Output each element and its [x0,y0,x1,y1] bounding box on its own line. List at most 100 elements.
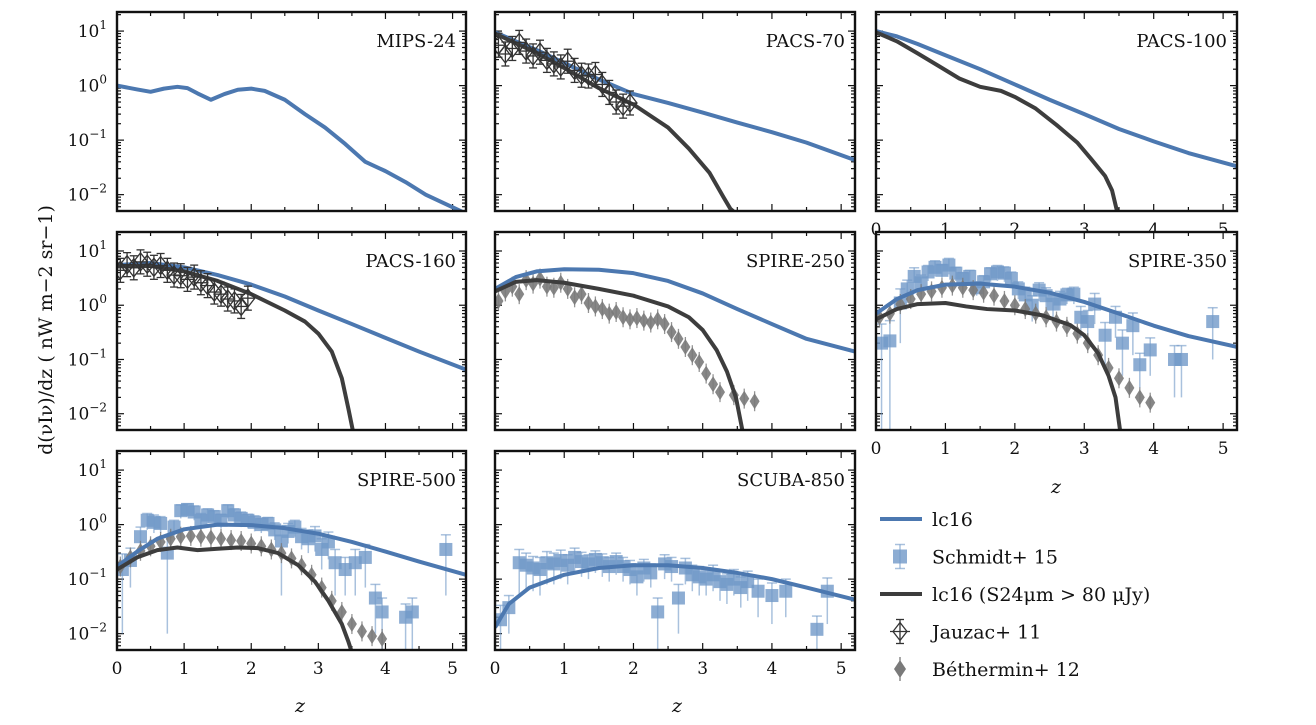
bethermin-marker [590,298,601,315]
jauzac-marker [580,65,597,87]
bethermin-point [346,614,357,635]
bethermin-point [694,351,705,372]
jauzac-marker [186,267,203,288]
bethermin-marker [715,384,725,401]
jauzac-point [240,285,256,311]
bethermin-marker [739,390,750,407]
bethermin-point [739,388,750,409]
schmidt-marker [375,605,389,619]
y-tick-exponent: −2 [89,401,107,415]
jauzac-point [206,279,223,305]
jauzac-point [152,252,169,279]
panel-pacs-100: PACS-100 0 1 2 3 4 5 [871,10,1239,240]
bethermin-point [1113,368,1124,389]
schmidt-point [1143,337,1157,376]
x-tick-label: 4 [1148,220,1159,240]
bethermin-marker [680,338,691,355]
schmidt-marker [338,563,352,577]
x-axis-title-col2: z [671,695,683,717]
bethermin-marker [687,347,698,364]
jauzac-point [226,288,243,314]
bethermin-point [618,307,629,328]
y-tick-base: 10 [78,242,100,262]
schmidt-marker [651,605,665,619]
bethermin-marker [708,376,719,393]
bethermin-point [377,628,388,649]
panel-title: SPIRE-250 [746,251,845,272]
panel-background [876,12,1237,211]
bethermin-point [356,621,367,642]
y-tick-label: 100 [78,73,107,97]
y-tick-base: 10 [68,405,90,425]
jauzac-marker [573,65,590,86]
y-tick-label: 101 [78,457,107,481]
panel-frame [493,230,857,432]
lc16-cut-line [117,545,354,650]
bethermin-point [195,526,206,547]
bethermin-marker [1113,370,1124,387]
legend-entry-bethermin: Béthermin+ 12 [894,657,1080,681]
schmidt-marker [741,575,755,589]
schmidt-point [1174,344,1188,398]
panel-background [495,12,855,211]
schmidt-marker [1206,315,1220,329]
bethermin-point [749,391,760,412]
schmidt-point [1133,352,1147,388]
x-tick-label: 0 [871,220,882,240]
panel-frame [115,449,468,652]
schmidt-marker [405,605,419,619]
bethermin-marker [618,309,629,326]
bethermin-marker [226,532,237,549]
lc16-cut-line [876,300,1123,430]
x-axis-title-col1: z [294,695,306,717]
x-tick-label: 5 [836,659,847,679]
plot-area [876,29,1237,211]
schmidt-marker [358,550,372,564]
x-tick-label: 3 [1079,439,1090,459]
bethermin-marker [673,330,684,347]
jauzac-marker [240,288,256,309]
bethermin-marker [377,630,388,647]
lc16-line [876,281,1237,349]
panel-frame [115,10,468,213]
y-tick-exponent: 1 [99,18,107,32]
schmidt-point [765,582,779,625]
x-tick-label: 5 [447,659,458,679]
bethermin-point [611,302,622,323]
bethermin-marker [185,527,196,544]
panel-title: PACS-70 [766,31,845,52]
x-axis-title-col3: z [1050,476,1062,498]
schmidt-marker [644,566,658,580]
jauzac-marker [159,260,176,281]
bethermin-marker [216,530,227,547]
jauzac-marker [179,269,196,290]
jauzac-marker [146,257,162,278]
schmidt-marker [1018,288,1032,302]
y-tick-label: 10−2 [68,621,107,645]
y-tick-exponent: −2 [89,621,107,635]
x-tick-label: 5 [1218,439,1229,459]
jauzac-point [213,281,229,307]
jauzac-marker [213,284,229,305]
bethermin-point [989,285,1000,306]
y-tick-exponent: 0 [99,292,107,306]
y-tick-exponent: 0 [99,73,107,87]
bethermin-marker [659,316,670,333]
bethermin-marker [701,365,712,382]
bethermin-marker [346,616,357,633]
bethermin-point [687,345,698,366]
x-tick-label: 4 [1148,439,1159,459]
y-tick-exponent: −1 [89,566,107,580]
bethermin-point [367,626,378,647]
schmidt-point [154,515,168,534]
bethermin-marker [236,533,247,550]
lc16-line [117,83,466,211]
bethermin-point [590,296,601,317]
lc16-line [495,563,855,629]
schmidt-point [671,583,685,634]
schmidt-point [779,578,793,618]
jauzac-point [525,43,541,69]
panel-title: PACS-100 [1136,31,1227,52]
